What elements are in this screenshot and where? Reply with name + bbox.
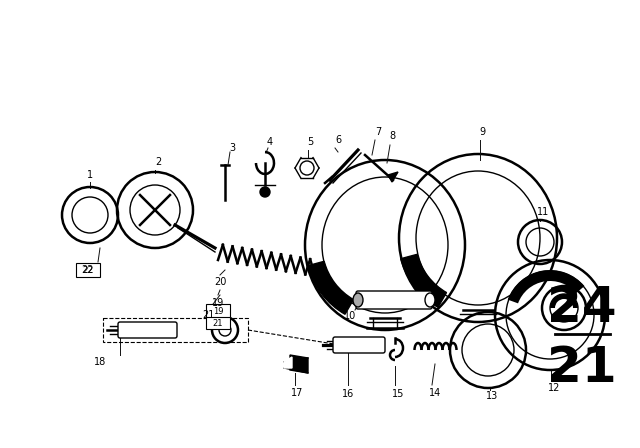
Text: 21: 21 (212, 319, 223, 327)
Text: 7: 7 (375, 127, 381, 137)
Text: 5: 5 (307, 137, 313, 147)
Text: 24: 24 (547, 284, 617, 332)
Text: 6: 6 (335, 135, 341, 145)
Text: 11: 11 (537, 207, 549, 217)
Text: 22: 22 (82, 265, 94, 275)
FancyBboxPatch shape (206, 317, 230, 329)
Text: 1: 1 (87, 170, 93, 180)
Text: 2: 2 (155, 157, 161, 167)
Text: 10: 10 (344, 311, 356, 321)
Text: 9: 9 (479, 127, 485, 137)
Polygon shape (388, 172, 398, 182)
Text: 8: 8 (389, 131, 395, 141)
Wedge shape (401, 254, 447, 307)
Circle shape (260, 187, 270, 197)
Text: 4: 4 (267, 137, 273, 147)
Polygon shape (290, 355, 308, 373)
FancyBboxPatch shape (206, 304, 230, 318)
Text: 19: 19 (212, 306, 223, 315)
Text: 15: 15 (392, 389, 404, 399)
Text: 20: 20 (214, 277, 226, 287)
Text: 21: 21 (547, 344, 617, 392)
Text: 3: 3 (229, 143, 235, 153)
Wedge shape (308, 261, 353, 314)
Text: 18: 18 (94, 357, 106, 367)
Polygon shape (284, 357, 292, 368)
Text: 17: 17 (291, 388, 303, 398)
FancyBboxPatch shape (356, 291, 432, 309)
Text: 14: 14 (429, 388, 441, 398)
Text: 16: 16 (342, 389, 354, 399)
Text: 13: 13 (486, 391, 498, 401)
Text: 19: 19 (212, 298, 224, 308)
FancyBboxPatch shape (333, 337, 385, 353)
Ellipse shape (353, 293, 363, 307)
Bar (103, 318, 248, 342)
Ellipse shape (425, 293, 435, 307)
Text: 12: 12 (548, 383, 560, 393)
Wedge shape (550, 294, 578, 308)
FancyBboxPatch shape (76, 263, 100, 277)
Wedge shape (508, 270, 584, 303)
Text: 21: 21 (202, 310, 214, 320)
Text: 22: 22 (83, 266, 93, 275)
FancyBboxPatch shape (118, 322, 177, 338)
